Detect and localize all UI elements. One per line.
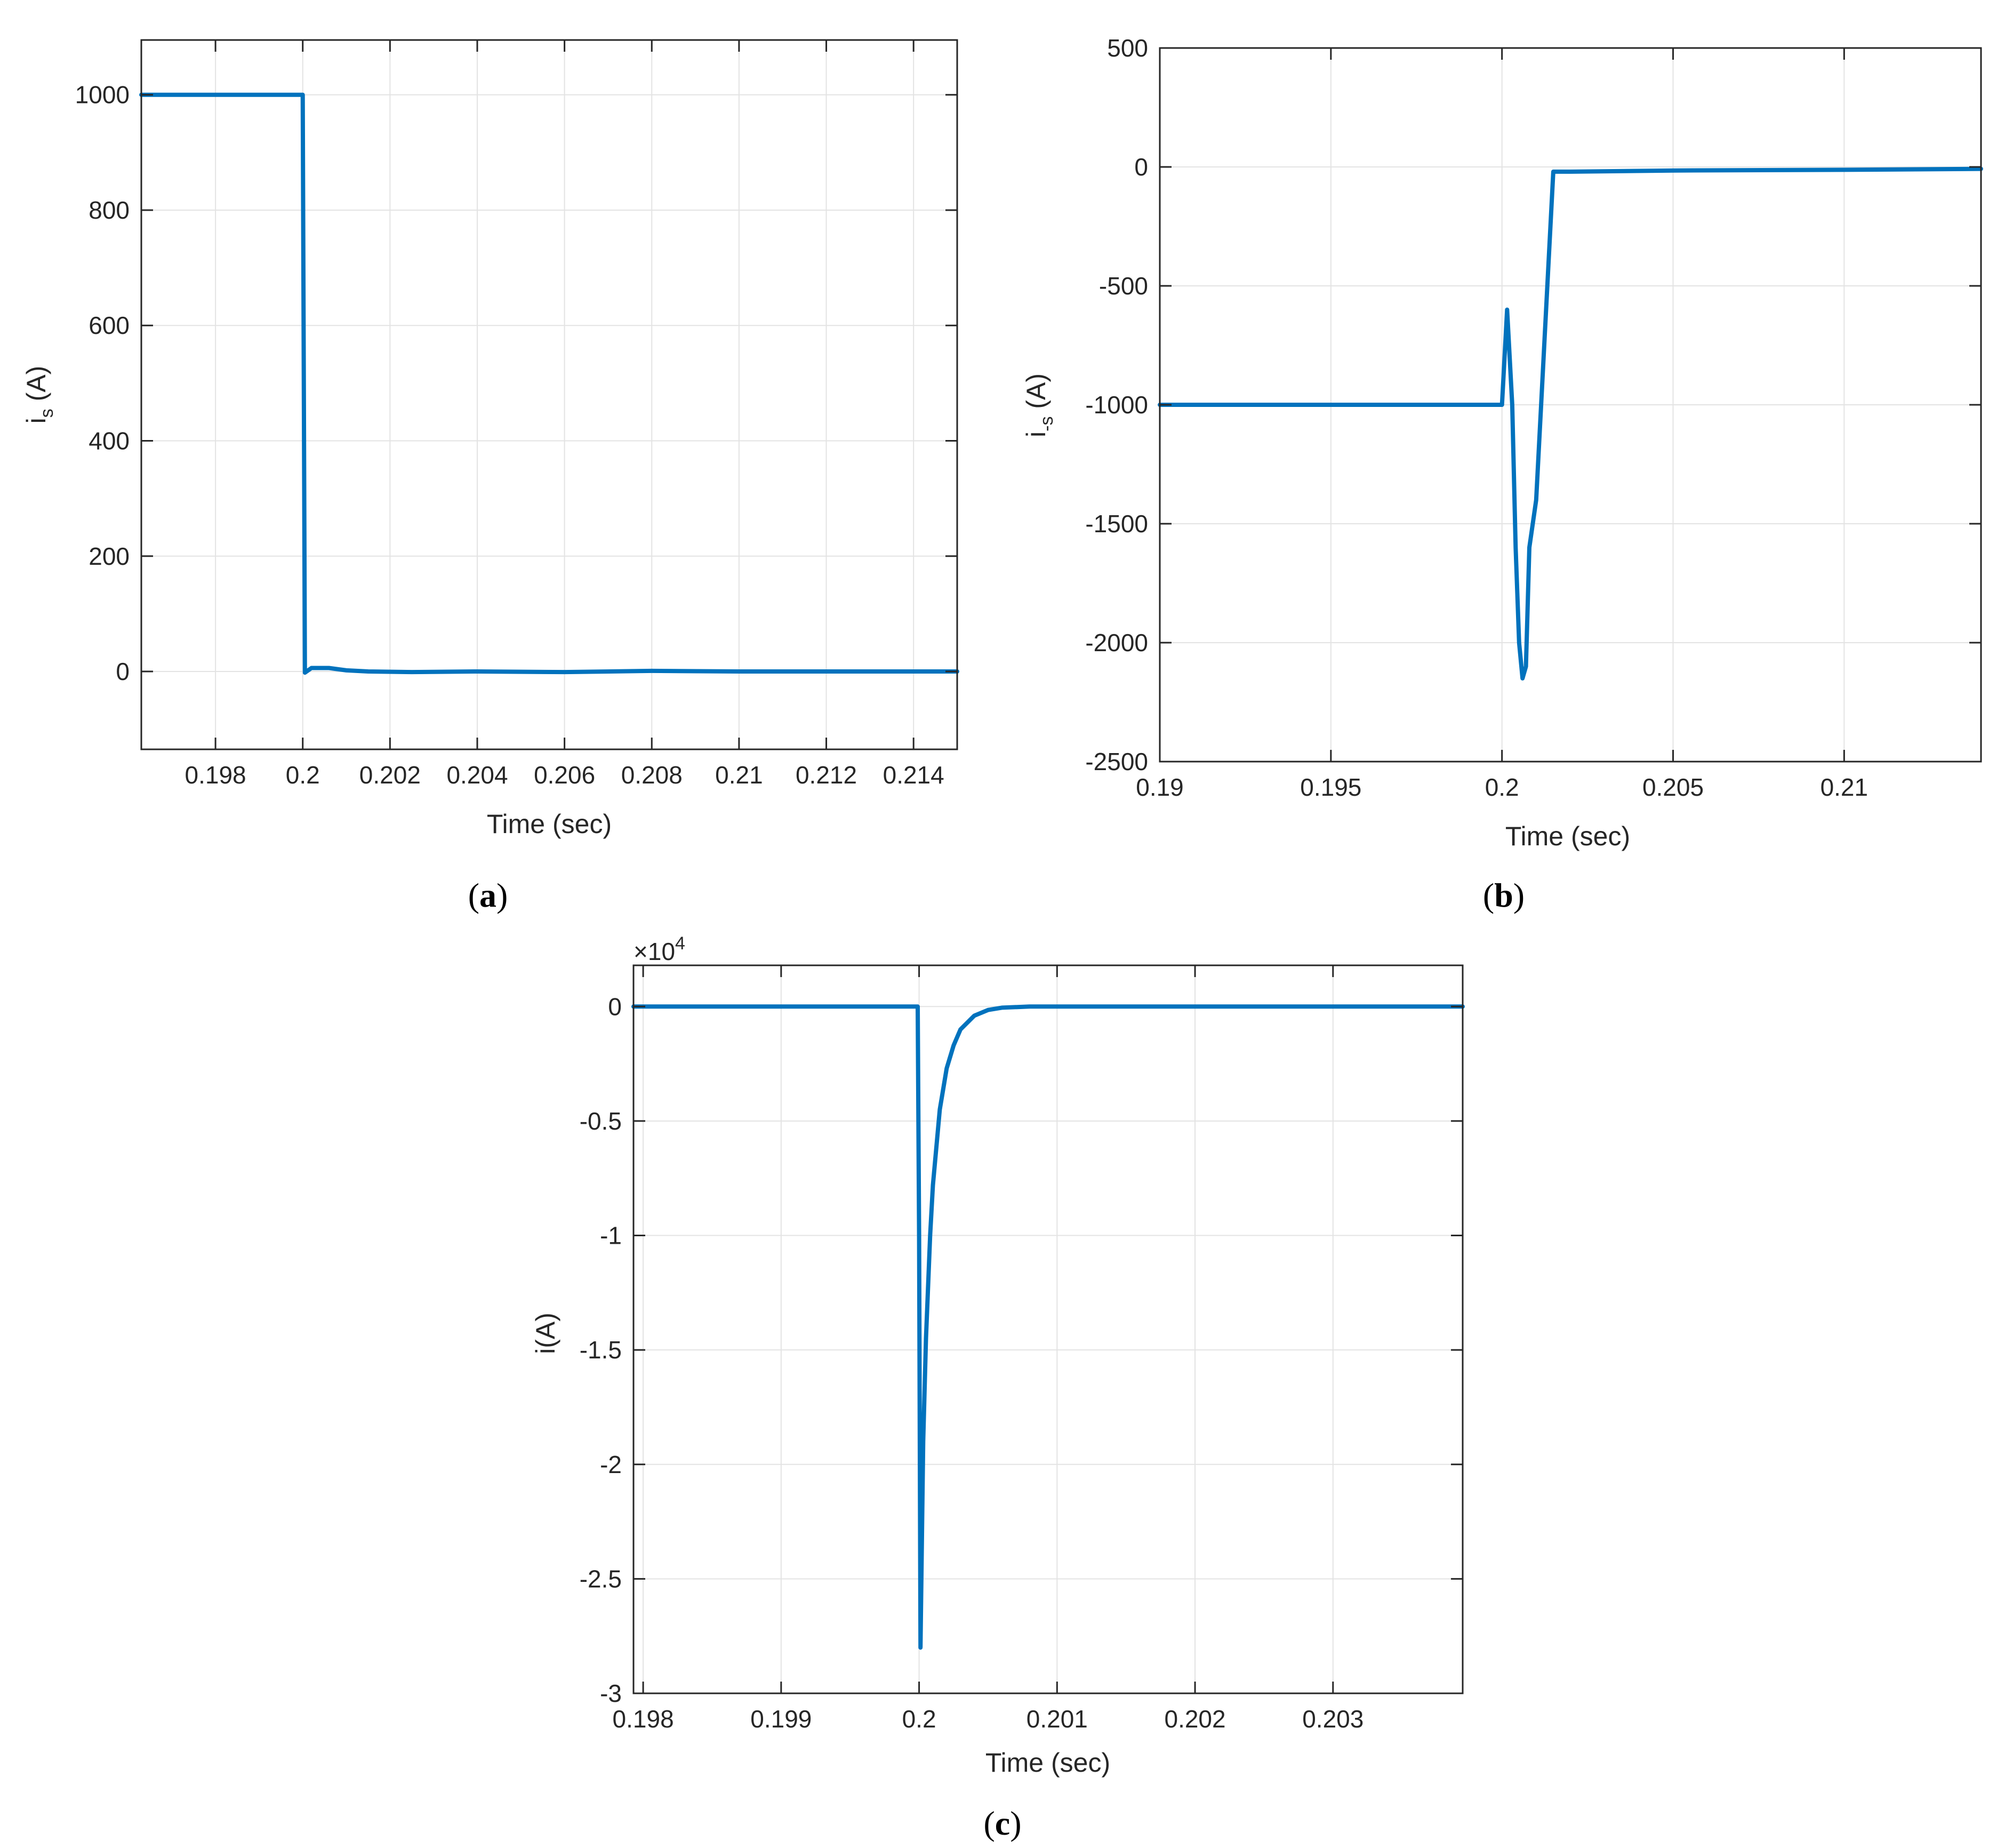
x-tick-label: 0.203 <box>1302 1705 1364 1733</box>
grid-a <box>141 40 957 749</box>
y-tick-label: 0 <box>1134 153 1148 181</box>
x-ticks-b: 0.19 0.195 0.2 0.205 0.21 <box>1136 48 1868 801</box>
panel-b: 0.19 0.195 0.2 0.205 0.21 -2500 -2000 -1500 -10… <box>1021 34 1983 914</box>
panel-a: 0.198 0.2 0.202 0.204 0.206 0.208 0.21 0.212 0.2… <box>21 39 959 914</box>
x-tick-label: 0.21 <box>1820 773 1868 801</box>
y-tick-label: 400 <box>89 427 130 455</box>
x-tick-label: 0.199 <box>750 1705 812 1733</box>
plot-area-c <box>633 965 1463 1693</box>
y-tick-label: -1500 <box>1085 510 1148 538</box>
x-tick-label: 0.206 <box>534 761 595 789</box>
x-tick-label: 0.198 <box>613 1705 674 1733</box>
y-tick-label: 200 <box>89 542 130 570</box>
x-ticks-c: 0.198 0.199 0.2 0.201 0.202 0.203 <box>613 965 1364 1733</box>
y-tick-label: 500 <box>1107 34 1148 62</box>
y-ticks-c: -3 -2.5 -2 -1.5 -1 -0.5 0 <box>580 993 1463 1707</box>
y-ticks-a: 0 200 400 600 800 1000 <box>75 81 957 685</box>
y-tick-label: 0 <box>608 993 622 1020</box>
y-axis-label-a: is (A) <box>21 366 57 424</box>
y-tick-label: -2500 <box>1085 748 1148 775</box>
y-tick-label: -1000 <box>1085 391 1148 419</box>
plot-area-a <box>141 40 957 749</box>
axes-frame-c <box>632 964 1464 1694</box>
y-tick-label: -0.5 <box>580 1107 622 1135</box>
x-tick-label: 0.201 <box>1026 1705 1088 1733</box>
x-tick-label: 0.2 <box>1485 773 1519 801</box>
y-axis-label-c: i(A) <box>531 1313 560 1354</box>
y-tick-label: -2000 <box>1085 629 1148 657</box>
x-axis-label-a: Time (sec) <box>487 809 612 839</box>
curve-a <box>139 92 959 675</box>
y-ticks-b: -2500 -2000 -1500 -1000 -500 0 500 <box>1085 34 1981 775</box>
caption-a: (a) <box>468 876 508 914</box>
x-tick-label: 0.2 <box>286 761 320 789</box>
y-tick-label: 800 <box>89 196 130 224</box>
x-axis-label-b: Time (sec) <box>1505 821 1630 851</box>
x-tick-label: 0.208 <box>621 761 683 789</box>
y-tick-label: -500 <box>1099 272 1148 300</box>
y-tick-label: 0 <box>116 658 130 685</box>
x-tick-label: 0.214 <box>883 761 944 789</box>
x-axis-label-c: Time (sec) <box>985 1748 1110 1778</box>
y-tick-label: -3 <box>600 1679 622 1707</box>
curve-c <box>631 1004 1465 1650</box>
x-tick-label: 0.204 <box>446 761 508 789</box>
y-tick-label: -2.5 <box>580 1565 622 1593</box>
x-tick-label: 0.2 <box>902 1705 936 1733</box>
x-tick-label: 0.198 <box>185 761 246 789</box>
series-line <box>631 1004 1465 1650</box>
x-tick-label: 0.205 <box>1642 773 1704 801</box>
exponent-label-c: ×104 <box>633 933 685 965</box>
series-line <box>1158 166 1983 681</box>
y-axis-label-b: i-s (A) <box>1021 373 1057 437</box>
caption-b: (b) <box>1483 876 1525 914</box>
y-tick-label: 1000 <box>75 81 130 109</box>
x-tick-label: 0.202 <box>359 761 421 789</box>
y-tick-label: 600 <box>89 311 130 339</box>
curve-b <box>1158 166 1983 681</box>
x-tick-label: 0.195 <box>1300 773 1361 801</box>
x-tick-label: 0.19 <box>1136 773 1184 801</box>
y-tick-label: -1.5 <box>580 1336 622 1364</box>
series-line <box>139 92 959 675</box>
y-tick-label: -1 <box>600 1222 622 1250</box>
caption-c: (c) <box>983 1804 1021 1842</box>
x-tick-label: 0.21 <box>715 761 763 789</box>
x-ticks-a: 0.198 0.2 0.202 0.204 0.206 0.208 0.21 0.212 0.2… <box>185 40 944 789</box>
axes-frame-a <box>140 39 958 750</box>
x-tick-label: 0.212 <box>796 761 857 789</box>
x-tick-label: 0.202 <box>1164 1705 1225 1733</box>
panel-c: 0.198 0.199 0.2 0.201 0.202 0.203 -3 -2.5 -2 -1.… <box>531 933 1465 1842</box>
y-tick-label: -2 <box>600 1451 622 1478</box>
